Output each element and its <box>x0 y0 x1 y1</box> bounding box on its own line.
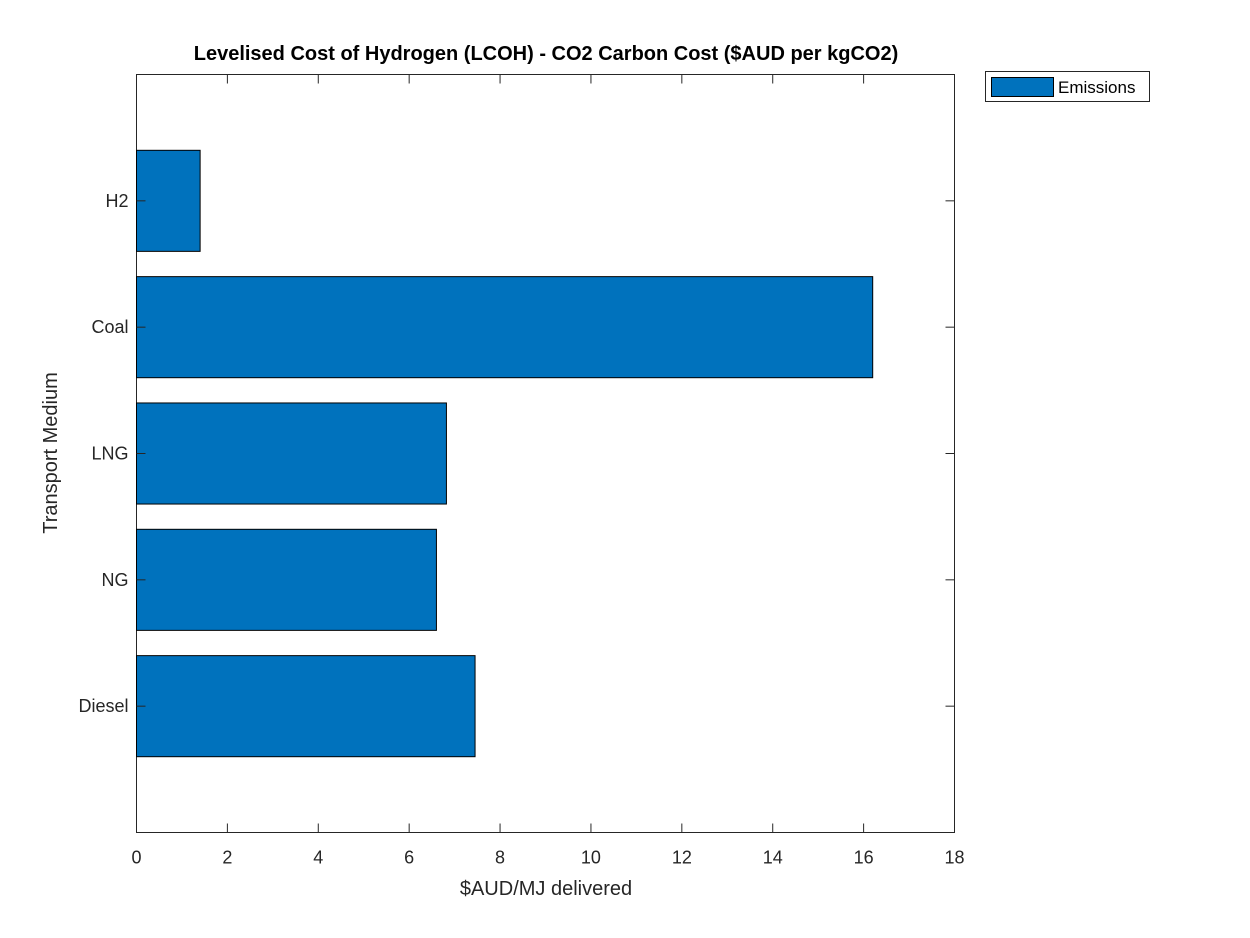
chart-title: Levelised Cost of Hydrogen (LCOH) - CO2 … <box>194 43 899 65</box>
y-tick-label-ng: NG <box>102 570 129 590</box>
legend-label-emissions: Emissions <box>1058 78 1135 97</box>
legend-swatch <box>991 77 1054 97</box>
x-tick-label-8: 8 <box>495 848 505 868</box>
bar-ng[interactable] <box>136 528 437 631</box>
x-tick-label-2: 2 <box>222 848 232 868</box>
y-tick-label-lng: LNG <box>91 444 128 464</box>
x-tick-label-4: 4 <box>313 848 323 868</box>
x-tick-label-0: 0 <box>131 848 141 868</box>
x-tick-label-12: 12 <box>672 848 692 868</box>
y-axis-label: Transport Medium <box>40 372 62 534</box>
ticks-layer: Diesel NG LNG Coal H2 0 2 4 6 8 10 12 14 16 18 <box>78 74 965 868</box>
bar-coal[interactable] <box>136 276 874 379</box>
x-tick-label-16: 16 <box>854 848 874 868</box>
legend[interactable]: Emissions <box>985 71 1150 102</box>
y-tick-label-diesel: Diesel <box>78 696 128 716</box>
y-tick-label-h2: H2 <box>105 191 128 211</box>
x-tick-label-18: 18 <box>944 848 964 868</box>
x-tick-label-10: 10 <box>581 848 601 868</box>
bar-lng[interactable] <box>136 402 447 505</box>
x-axis-label: $AUD/MJ delivered <box>460 878 632 900</box>
x-tick-label-6: 6 <box>404 848 414 868</box>
y-tick-label-coal: Coal <box>91 317 128 337</box>
bar-h2[interactable] <box>136 149 201 252</box>
x-tick-label-14: 14 <box>763 848 783 868</box>
bar-diesel[interactable] <box>136 655 476 758</box>
bars-layer <box>136 149 874 758</box>
